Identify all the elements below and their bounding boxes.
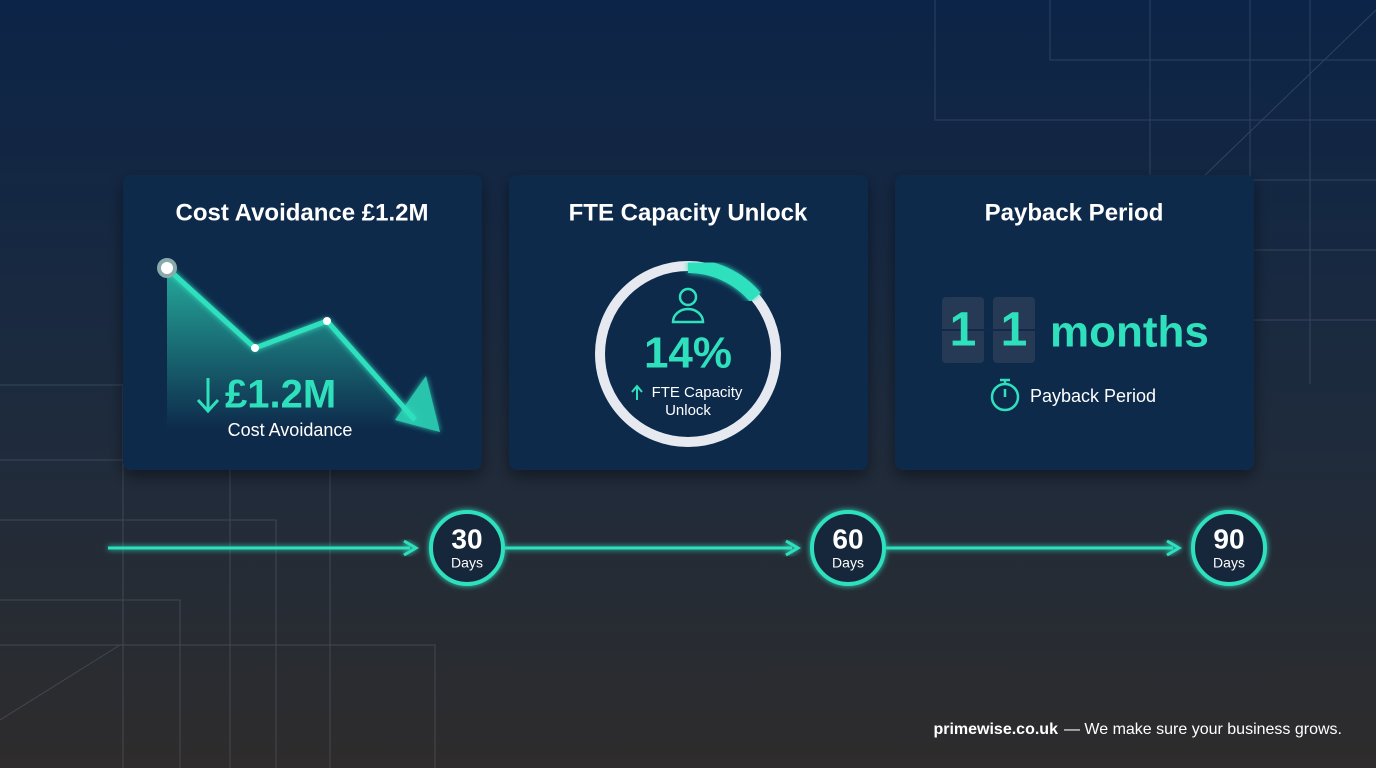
chart-line [165,266,417,422]
timeline-milestone: 60 Days [810,510,886,586]
ring-progress [687,259,761,303]
timeline-milestone: 30 Days [429,510,505,586]
down-arrow-icon [196,378,220,414]
up-arrow-icon [631,384,643,400]
card-fte: FTE Capacity Unlock 14% FTE Capacity Unl… [509,175,868,470]
milestone-circle [1191,510,1267,586]
timeline-arrows [108,539,1182,557]
metric-caption: Cost Avoidance [228,420,353,440]
card-title: Payback Period [985,199,1164,226]
metric-value: 14% [644,329,732,378]
card-title: FTE Capacity Unlock [569,199,808,226]
milestone-number: 60 [832,523,863,554]
card-cost: Cost Avoidance £1.2M £1.2M Cost Avoidanc… [123,175,482,470]
chart-area [167,268,400,430]
metric-caption: Payback Period [1030,386,1156,406]
flip-digit: 1 [1001,304,1028,357]
footer: primewise.co.uk — We make sure your busin… [933,721,1342,738]
metric-unit: months [1050,308,1209,357]
milestone-label: Days [451,555,483,571]
chart-arrowhead [395,376,440,432]
milestone-number: 90 [1213,523,1244,554]
person-icon [671,287,705,324]
milestone-number: 30 [451,523,482,554]
footer-tagline: — We make sure your business grows. [1064,721,1342,738]
milestone-label: Days [832,555,864,571]
metric-caption: Unlock [665,402,711,419]
metric-caption: FTE Capacity [652,384,743,401]
card-payback: Payback Period 1 1 months Payback Period [895,175,1254,470]
milestone-circle [429,510,505,586]
card-title: Cost Avoidance £1.2M [176,199,429,226]
milestone-circle [810,510,886,586]
card [895,175,1254,470]
chart-point [323,317,331,325]
footer-site: primewise.co.uk [933,721,1058,738]
chart-point [157,258,177,278]
chart-point [251,344,259,352]
milestone-label: Days [1213,555,1245,571]
timeline-milestone: 90 Days [1191,510,1267,586]
stopwatch-icon [990,378,1020,412]
flip-digit: 1 [950,304,977,357]
metric-value: £1.2M [225,373,336,417]
